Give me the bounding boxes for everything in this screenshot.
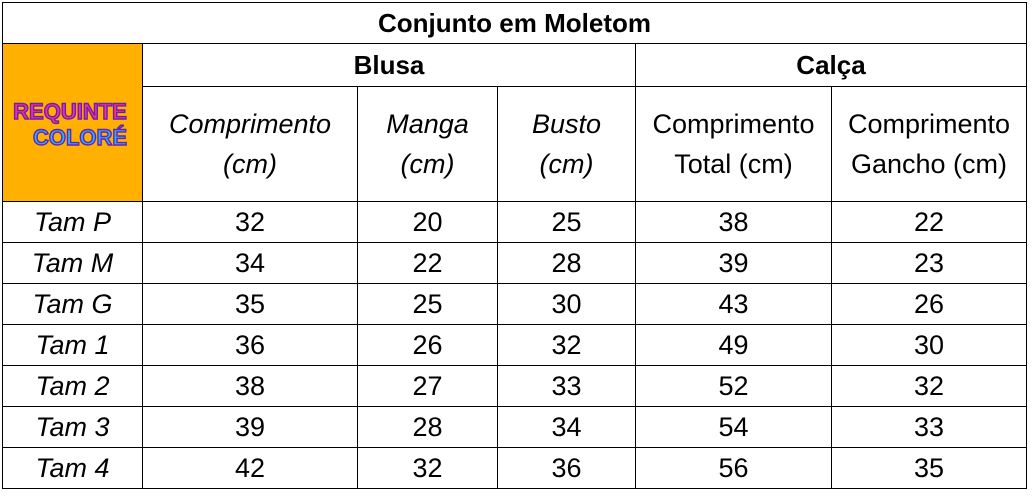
header-busto: Busto (cm) bbox=[497, 86, 636, 202]
measurement-cell: 34 bbox=[497, 406, 636, 448]
header-unit: Total (cm) bbox=[674, 149, 793, 179]
size-label: Tam M bbox=[2, 242, 143, 284]
header-line: Comprimento bbox=[652, 109, 815, 139]
table-row: Tam M 34 22 28 39 23 bbox=[2, 242, 1027, 284]
measurement-cell: 20 bbox=[357, 201, 498, 243]
measurement-cell: 56 bbox=[635, 447, 832, 489]
header-comprimento-gancho: Comprimento Gancho (cm) bbox=[831, 86, 1027, 202]
table-row: Tam P 32 20 25 38 22 bbox=[2, 201, 1027, 243]
logo-line-1: REQUINTE bbox=[13, 99, 127, 124]
header-unit: (cm) bbox=[400, 149, 455, 179]
table-row: Tam 2 38 27 33 52 32 bbox=[2, 365, 1027, 407]
header-line: Manga bbox=[386, 109, 469, 139]
measurement-cell: 35 bbox=[142, 283, 358, 325]
header-line: Busto bbox=[531, 109, 602, 139]
measurement-cell: 34 bbox=[142, 242, 358, 284]
measurement-cell: 23 bbox=[831, 242, 1027, 284]
size-label: Tam 4 bbox=[2, 447, 143, 489]
size-label: Tam 1 bbox=[2, 324, 143, 366]
measurement-cell: 38 bbox=[142, 365, 358, 407]
measurement-cell: 22 bbox=[357, 242, 498, 284]
measurement-cell: 25 bbox=[357, 283, 498, 325]
measurement-cell: 27 bbox=[357, 365, 498, 407]
size-label: Tam 3 bbox=[2, 406, 143, 448]
header-comprimento-total: Comprimento Total (cm) bbox=[635, 86, 832, 202]
measurement-cell: 33 bbox=[831, 406, 1027, 448]
measurement-cell: 32 bbox=[357, 447, 498, 489]
measurement-cell: 43 bbox=[635, 283, 832, 325]
measurement-cell: 39 bbox=[142, 406, 358, 448]
measurement-cell: 32 bbox=[497, 324, 636, 366]
measurement-cell: 30 bbox=[831, 324, 1027, 366]
logo-line-2: COLORÉ bbox=[32, 125, 126, 150]
measurement-cell: 32 bbox=[142, 201, 358, 243]
measurement-cell: 26 bbox=[831, 283, 1027, 325]
measurement-cell: 32 bbox=[831, 365, 1027, 407]
measurement-cell: 22 bbox=[831, 201, 1027, 243]
measurement-cell: 39 bbox=[635, 242, 832, 284]
measurement-cell: 49 bbox=[635, 324, 832, 366]
measurement-cell: 36 bbox=[497, 447, 636, 489]
measurement-cell: 38 bbox=[635, 201, 832, 243]
size-label: Tam 2 bbox=[2, 365, 143, 407]
measurement-cell: 36 bbox=[142, 324, 358, 366]
header-line: Comprimento bbox=[847, 109, 1011, 139]
size-chart-table: Conjunto em Moletom REQUINTE COLORÉ Blus… bbox=[2, 2, 1027, 489]
header-unit: (cm) bbox=[223, 149, 277, 179]
table-row: Tam 4 42 32 36 56 35 bbox=[2, 447, 1027, 489]
table-row: Tam 1 36 26 32 49 30 bbox=[2, 324, 1027, 366]
measurement-cell: 30 bbox=[497, 283, 636, 325]
measurement-cell: 54 bbox=[635, 406, 832, 448]
brand-logo: REQUINTE COLORÉ bbox=[2, 43, 143, 202]
measurement-cell: 25 bbox=[497, 201, 636, 243]
header-unit: (cm) bbox=[539, 149, 594, 179]
size-label: Tam G bbox=[2, 283, 143, 325]
group-blusa: Blusa bbox=[142, 43, 636, 87]
header-manga: Manga (cm) bbox=[357, 86, 498, 202]
measurement-cell: 28 bbox=[357, 406, 498, 448]
brand-logo-icon: REQUINTE COLORÉ bbox=[12, 98, 127, 150]
measurement-cell: 42 bbox=[142, 447, 358, 489]
header-line: Comprimento bbox=[168, 109, 332, 139]
measurement-cell: 33 bbox=[497, 365, 636, 407]
header-unit: Gancho (cm) bbox=[850, 149, 1008, 179]
group-calca: Calça bbox=[635, 43, 1027, 87]
measurement-cell: 35 bbox=[831, 447, 1027, 489]
table-row: Tam 3 39 28 34 54 33 bbox=[2, 406, 1027, 448]
size-label: Tam P bbox=[2, 201, 143, 243]
measurement-cell: 52 bbox=[635, 365, 832, 407]
table-row: Tam G 35 25 30 43 26 bbox=[2, 283, 1027, 325]
measurement-cell: 26 bbox=[357, 324, 498, 366]
measurement-cell: 28 bbox=[497, 242, 636, 284]
table-title: Conjunto em Moletom bbox=[2, 2, 1027, 44]
header-comprimento: Comprimento (cm) bbox=[142, 86, 358, 202]
